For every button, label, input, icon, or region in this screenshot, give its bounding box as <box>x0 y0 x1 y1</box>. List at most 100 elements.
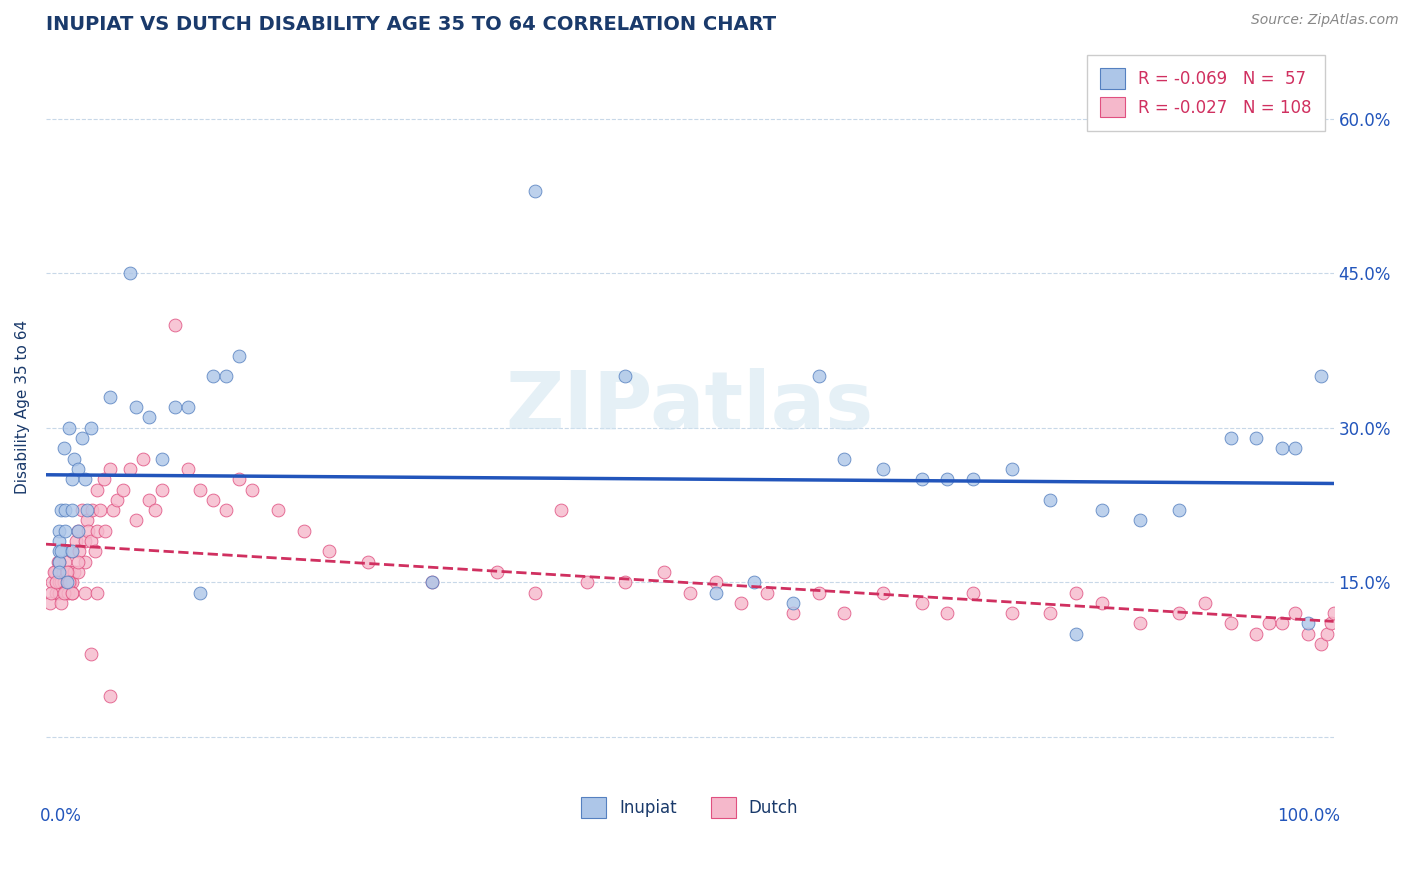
Point <box>60 544 83 558</box>
Point <box>652 565 675 579</box>
Point <box>60 544 83 558</box>
Point <box>318 544 340 558</box>
Point <box>70 431 93 445</box>
Point <box>118 266 141 280</box>
Point <box>1309 369 1331 384</box>
Point <box>131 451 153 466</box>
Point <box>93 472 115 486</box>
Point <box>125 514 148 528</box>
Point <box>215 369 238 384</box>
Point <box>48 555 70 569</box>
Point <box>51 575 73 590</box>
Point <box>872 585 894 599</box>
Point <box>76 503 98 517</box>
Point <box>105 492 128 507</box>
Point <box>98 390 121 404</box>
Point <box>1064 627 1087 641</box>
Point <box>1271 442 1294 456</box>
Point <box>1323 606 1346 620</box>
Point <box>163 400 186 414</box>
Point <box>1001 462 1024 476</box>
Point <box>614 369 637 384</box>
Point <box>228 472 250 486</box>
Point <box>60 503 83 517</box>
Point <box>202 492 225 507</box>
Point <box>76 514 98 528</box>
Point <box>48 524 70 538</box>
Point <box>48 585 70 599</box>
Point <box>1320 616 1343 631</box>
Point <box>742 575 765 590</box>
Point <box>357 555 380 569</box>
Point <box>910 596 932 610</box>
Point <box>936 472 959 486</box>
Point <box>704 575 727 590</box>
Point <box>101 503 124 517</box>
Point <box>679 585 702 599</box>
Point <box>150 483 173 497</box>
Point <box>86 483 108 497</box>
Point <box>67 524 90 538</box>
Point <box>58 565 80 579</box>
Point <box>51 503 73 517</box>
Point <box>48 565 70 579</box>
Point <box>1129 616 1152 631</box>
Text: ZIPatlas: ZIPatlas <box>506 368 875 446</box>
Point <box>292 524 315 538</box>
Point <box>73 585 96 599</box>
Point <box>1129 514 1152 528</box>
Point <box>73 534 96 549</box>
Legend: Inupiat, Dutch: Inupiat, Dutch <box>575 790 806 824</box>
Point <box>1219 431 1241 445</box>
Point <box>59 575 82 590</box>
Point <box>39 585 62 599</box>
Point <box>67 462 90 476</box>
Point <box>53 585 76 599</box>
Point <box>163 318 186 332</box>
Point <box>55 575 77 590</box>
Point <box>1246 627 1268 641</box>
Point <box>1194 596 1216 610</box>
Point <box>52 565 75 579</box>
Point <box>51 544 73 558</box>
Point <box>86 524 108 538</box>
Text: Source: ZipAtlas.com: Source: ZipAtlas.com <box>1251 13 1399 28</box>
Point <box>60 585 83 599</box>
Point <box>190 585 212 599</box>
Point <box>63 565 86 579</box>
Point <box>67 524 90 538</box>
Point <box>89 503 111 517</box>
Point <box>1316 627 1339 641</box>
Point <box>70 503 93 517</box>
Point <box>807 585 830 599</box>
Point <box>1064 585 1087 599</box>
Point <box>118 462 141 476</box>
Point <box>834 606 856 620</box>
Point <box>38 596 60 610</box>
Point <box>138 492 160 507</box>
Point <box>53 555 76 569</box>
Point <box>190 483 212 497</box>
Point <box>98 689 121 703</box>
Point <box>176 462 198 476</box>
Point <box>73 555 96 569</box>
Point <box>53 524 76 538</box>
Point <box>48 544 70 558</box>
Point <box>420 575 443 590</box>
Point <box>94 524 117 538</box>
Point <box>1219 616 1241 631</box>
Point <box>125 400 148 414</box>
Point <box>1091 596 1114 610</box>
Point <box>807 369 830 384</box>
Point <box>910 472 932 486</box>
Point <box>80 648 103 662</box>
Point <box>1296 616 1319 631</box>
Point <box>86 585 108 599</box>
Point <box>42 565 65 579</box>
Point <box>48 575 70 590</box>
Point <box>41 575 63 590</box>
Point <box>48 555 70 569</box>
Point <box>56 585 79 599</box>
Point <box>53 442 76 456</box>
Point <box>145 503 167 517</box>
